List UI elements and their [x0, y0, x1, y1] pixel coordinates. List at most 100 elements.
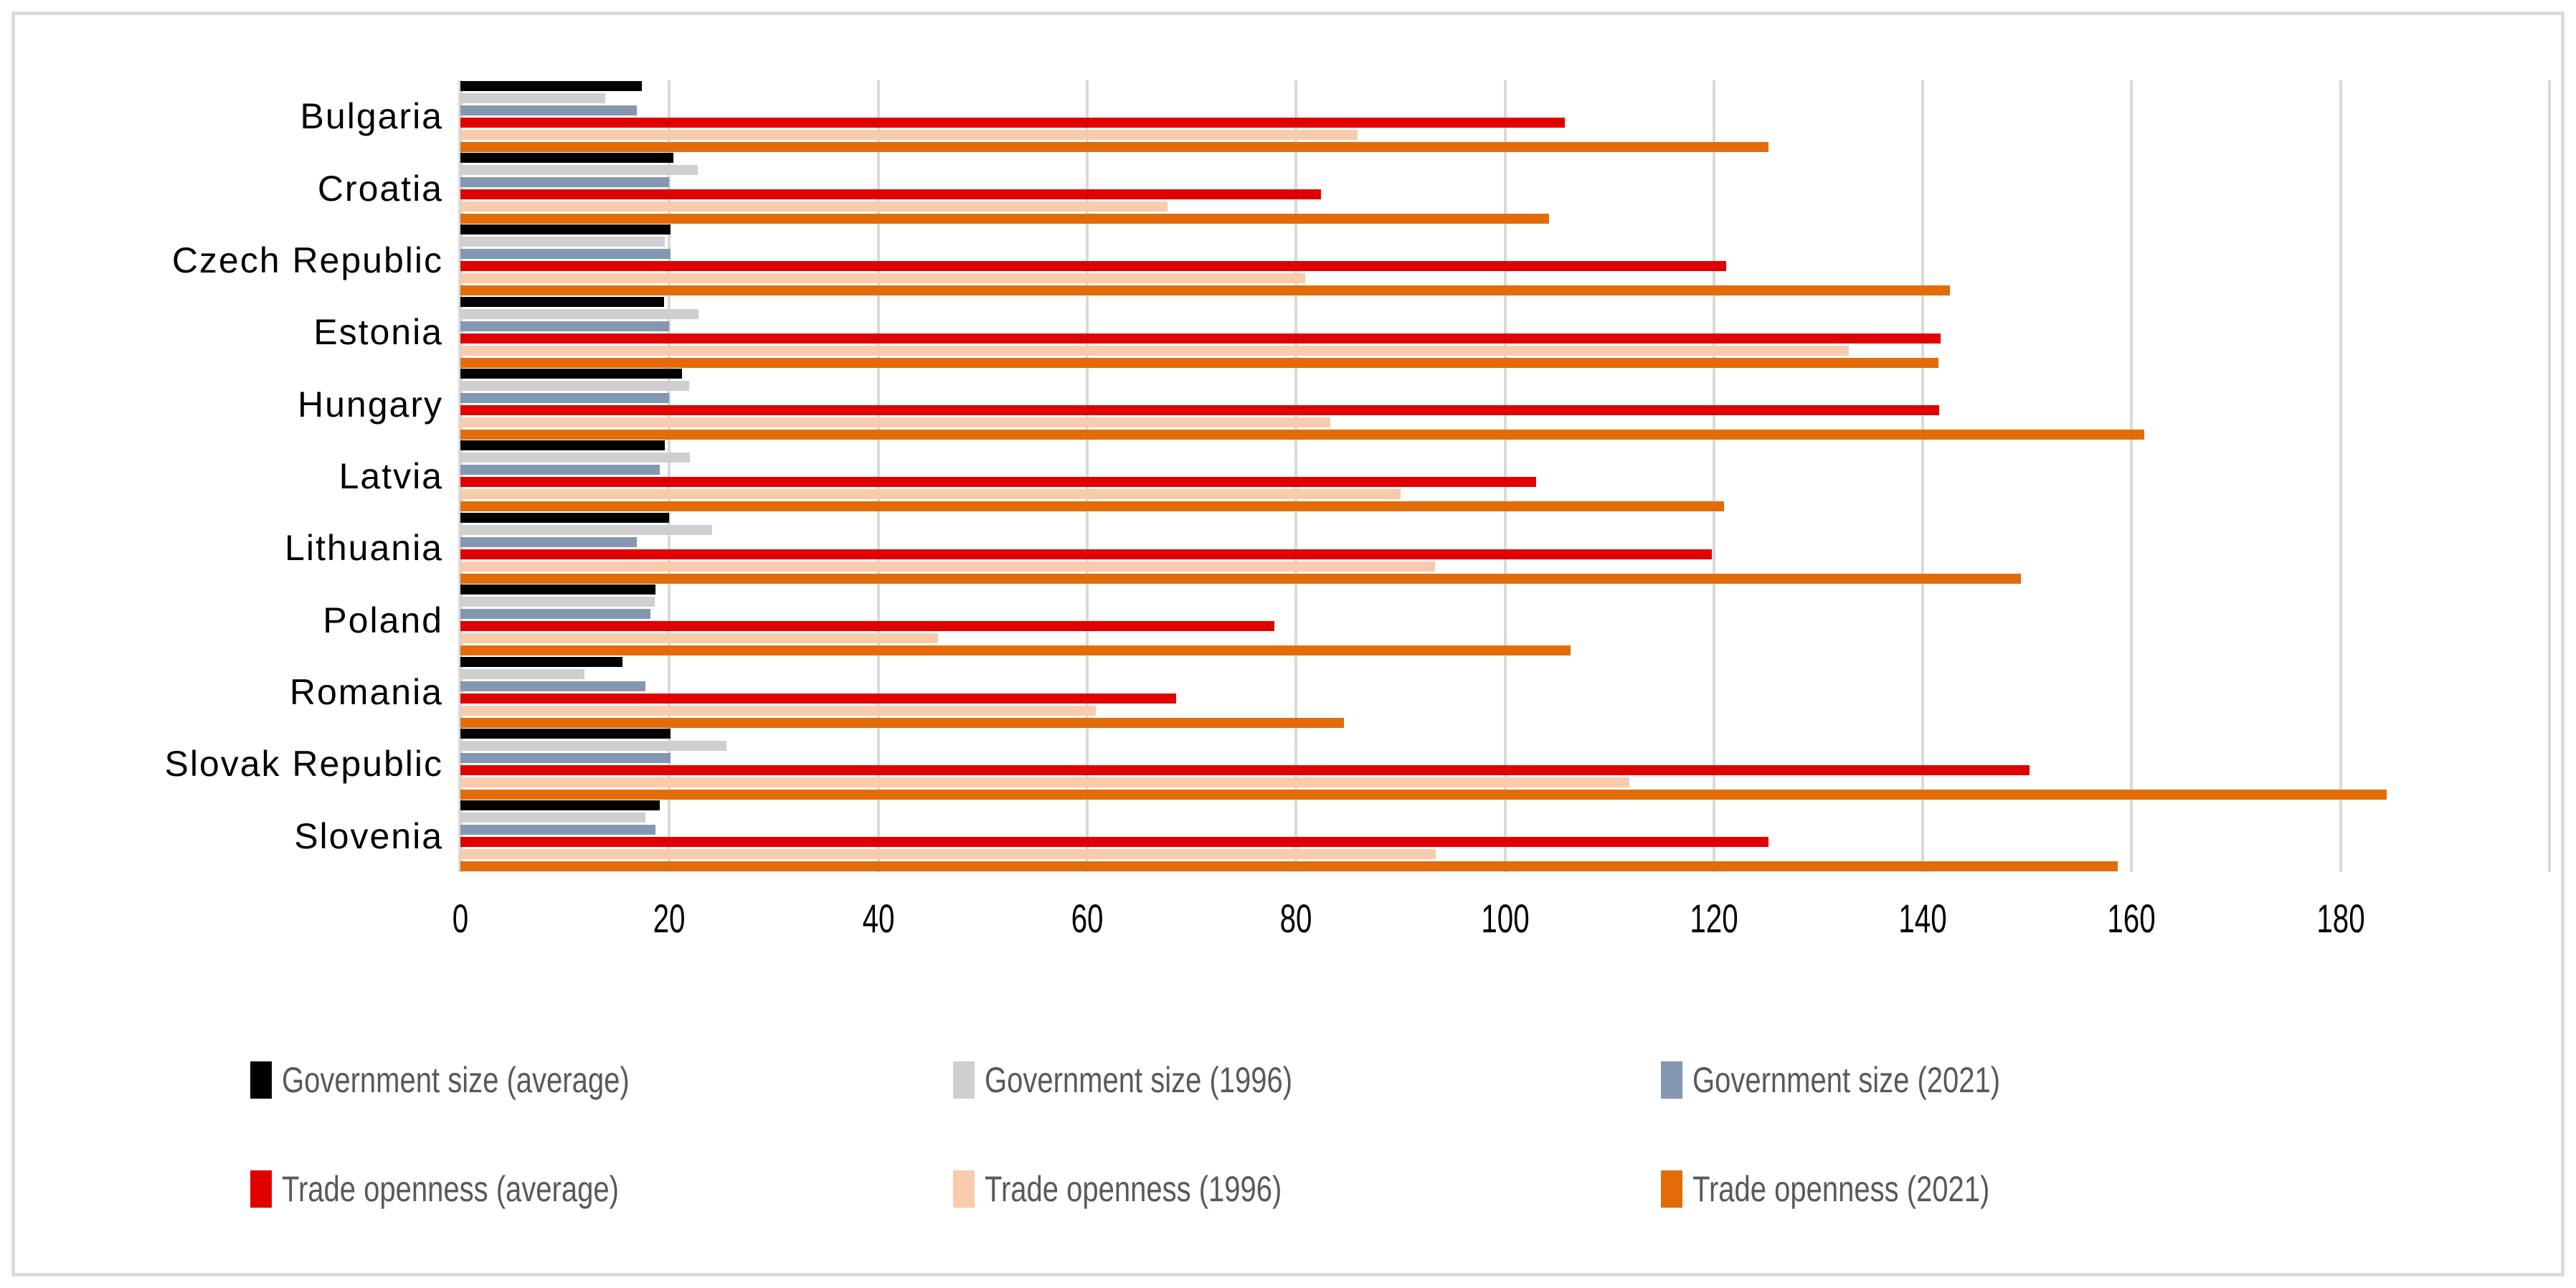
bar-group-latvia [460, 440, 2549, 512]
legend-label: Trade openness (average) [282, 1169, 619, 1209]
x-tick-label: 40 [862, 896, 895, 941]
legend-entry: Government size (2021) [1661, 1061, 2077, 1099]
legend-label: Government size (average) [282, 1060, 630, 1100]
legend-entry: Trade openness (1996) [953, 1170, 1356, 1208]
bar [460, 549, 1712, 559]
bar [460, 333, 1941, 344]
legend-entry: Trade openness (average) [250, 1170, 703, 1208]
bar [460, 202, 1168, 212]
bar [460, 237, 666, 247]
bar-group-hungary [460, 368, 2549, 440]
bar [460, 321, 670, 331]
bar [460, 536, 638, 547]
bar [460, 165, 698, 176]
x-tick-label: 160 [2107, 896, 2156, 941]
bar [460, 357, 1938, 368]
bar [460, 477, 1537, 488]
bar [460, 740, 727, 751]
gridline [2339, 80, 2342, 872]
category-label: Slovak Republic [164, 744, 443, 785]
bar [460, 717, 1345, 728]
x-tick-label: 0 [452, 896, 469, 941]
category-label: Croatia [317, 168, 443, 209]
bar [460, 861, 2118, 872]
bar [460, 117, 1565, 128]
bar [460, 105, 638, 115]
bar [460, 728, 671, 739]
bar [460, 573, 2021, 584]
bar [460, 141, 1768, 152]
legend-swatch [953, 1061, 975, 1099]
bar [460, 405, 1940, 416]
gridline [2548, 80, 2551, 872]
category-label: Czech Republic [171, 240, 443, 280]
x-tick-label: 120 [1690, 896, 1738, 941]
category-label: Poland [323, 600, 443, 640]
legend-label: Government size (1996) [985, 1060, 1293, 1100]
bar [460, 561, 1435, 572]
legend-entry: Government size (1996) [953, 1061, 1369, 1099]
bar [460, 80, 643, 91]
bar [460, 249, 671, 260]
gridline [1503, 80, 1507, 872]
gridline [1921, 80, 1925, 872]
gridline [2130, 80, 2134, 872]
bar [460, 440, 666, 451]
x-tick-label: 60 [1071, 896, 1104, 941]
legend-label: Trade openness (1996) [985, 1169, 1282, 1209]
gridline [1294, 80, 1298, 872]
bar-group-slovak-republic [460, 728, 2549, 800]
bar [460, 656, 622, 667]
value-axis-line [458, 80, 463, 872]
bar [460, 705, 1096, 716]
bar [460, 789, 2387, 800]
bar [460, 296, 665, 307]
bar [460, 501, 1725, 512]
category-label: Latvia [338, 455, 443, 496]
bar [460, 800, 660, 811]
x-tick-label: 80 [1279, 896, 1312, 941]
x-tick-label: 140 [1898, 896, 1947, 941]
category-axis: Bulgaria Croatia Czech Republic Estonia Hung… [22, 80, 443, 872]
legend-swatch [250, 1061, 272, 1099]
bar-group-estonia [460, 296, 2549, 368]
category-label: Slovenia [294, 815, 443, 856]
bar [460, 621, 1274, 632]
bar [460, 369, 682, 379]
bar [460, 224, 671, 235]
bar [460, 693, 1176, 704]
bar [460, 837, 1768, 848]
bar [460, 489, 1401, 500]
bar-group-poland [460, 584, 2549, 656]
legend-swatch [1661, 1170, 1682, 1208]
bar [460, 825, 656, 835]
bar-group-lithuania [460, 512, 2549, 584]
bar [460, 681, 645, 691]
bar [460, 597, 655, 607]
x-tick-label: 180 [2316, 896, 2365, 941]
bar [460, 645, 1571, 656]
bar [460, 189, 1322, 200]
category-label: Hungary [298, 384, 443, 425]
x-tick-label: 100 [1480, 896, 1530, 941]
bar-group-romania [460, 656, 2549, 728]
bar [460, 512, 670, 523]
bar-group-bulgaria [460, 80, 2549, 152]
bar-rows [460, 80, 2549, 872]
category-label: Lithuania [285, 528, 443, 569]
bar [460, 153, 674, 164]
bar [460, 584, 656, 595]
bar [460, 777, 1629, 787]
bar [460, 849, 1436, 860]
bar [460, 609, 651, 620]
bar [460, 345, 1849, 356]
category-label: Bulgaria [300, 96, 443, 137]
gridline [668, 80, 671, 872]
bar [460, 214, 1549, 224]
gridline [1712, 80, 1715, 872]
bar [460, 453, 691, 463]
plot-area [458, 80, 2551, 872]
bar [460, 177, 670, 188]
bar [460, 393, 670, 404]
